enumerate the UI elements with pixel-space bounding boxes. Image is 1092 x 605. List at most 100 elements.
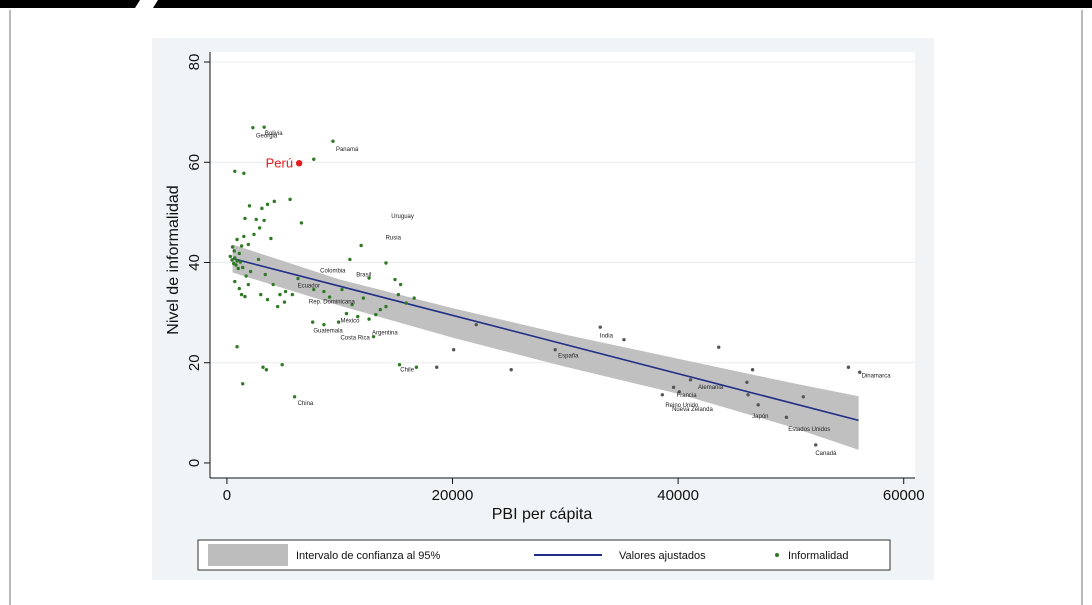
- data-point-101: [784, 415, 789, 420]
- highlight-label-peru: Perú: [266, 155, 293, 170]
- data-point-90: [598, 325, 602, 329]
- data-point-92: [717, 345, 721, 349]
- x-axis-title: PBI per cápita: [492, 506, 593, 523]
- data-point-10: [241, 265, 245, 270]
- point-label-3: Uruguay: [391, 214, 414, 220]
- data-point-82: [371, 334, 376, 339]
- x-tick-label-2: 40000: [657, 487, 699, 504]
- top-bar: [0, 0, 1092, 8]
- data-point-95: [660, 393, 665, 397]
- data-point-6: [236, 266, 240, 271]
- point-label-16: España: [558, 354, 579, 360]
- data-point-31: [265, 202, 270, 207]
- data-point-12: [235, 237, 239, 242]
- legend-label-band: Intervalo de confianza al 95%: [296, 550, 441, 562]
- data-point-21: [239, 244, 244, 248]
- data-point-7: [232, 249, 236, 253]
- data-point-88: [509, 368, 513, 372]
- data-point-96: [677, 390, 681, 394]
- y-tick-label-1: 20: [186, 354, 203, 371]
- data-point-64: [393, 277, 397, 282]
- data-point-84: [414, 365, 419, 369]
- data-point-97: [745, 380, 749, 384]
- data-point-26: [269, 236, 273, 241]
- y-axis-title: Nivel de informalidad: [165, 185, 182, 334]
- data-point-60: [412, 296, 416, 300]
- data-point-29: [247, 204, 252, 208]
- point-label-5: Colombia: [320, 268, 346, 274]
- data-point-17: [243, 294, 247, 299]
- data-point-89: [553, 347, 557, 352]
- data-point-0: [228, 254, 233, 259]
- point-label-6: Brasil: [356, 273, 371, 279]
- data-point-4: [234, 263, 238, 267]
- point-label-10: Guatemala: [313, 329, 343, 335]
- data-point-71: [312, 157, 316, 161]
- data-point-80: [322, 322, 326, 327]
- x-tick-label-1: 20000: [432, 487, 474, 504]
- data-point-65: [398, 282, 403, 287]
- data-point-59: [404, 301, 408, 305]
- data-point-43: [265, 297, 270, 302]
- data-point-66: [367, 276, 371, 280]
- x-tick-label-3: 60000: [883, 487, 925, 504]
- data-point-70: [262, 125, 266, 129]
- data-point-9: [238, 260, 243, 264]
- data-point-98: [750, 368, 755, 372]
- data-point-50: [350, 302, 354, 307]
- data-point-27: [254, 217, 258, 222]
- data-point-73: [235, 344, 239, 349]
- legend-label-points: Informalidad: [788, 550, 849, 562]
- point-label-17: Alemania: [698, 385, 724, 391]
- data-point-44: [275, 304, 280, 309]
- data-point-100: [756, 403, 760, 407]
- data-point-19: [244, 274, 248, 278]
- data-point-103: [814, 443, 818, 447]
- legend: Intervalo de confianza al 95% Valores aj…: [197, 539, 891, 571]
- point-label-24: Canadá: [815, 451, 837, 457]
- y-tick-label-0: 0: [186, 459, 203, 467]
- data-point-105: [858, 370, 862, 374]
- data-point-85: [435, 365, 439, 369]
- data-point-16: [239, 292, 244, 297]
- top-bar-right-segment: [153, 0, 1092, 8]
- data-point-91: [622, 337, 626, 342]
- data-point-34: [299, 221, 304, 225]
- point-label-18: Francia: [677, 393, 698, 399]
- point-label-2: Panamá: [336, 147, 359, 153]
- legend-band-swatch: [208, 544, 288, 566]
- data-point-48: [327, 295, 332, 299]
- data-point-33: [288, 197, 292, 202]
- data-point-5: [235, 259, 239, 263]
- y-tick-label-4: 80: [186, 54, 203, 71]
- data-point-83: [397, 363, 402, 367]
- data-point-74: [241, 382, 245, 386]
- x-tick-label-0: 0: [223, 487, 231, 504]
- data-point-63: [384, 261, 388, 265]
- point-label-19: Reino Unido: [665, 403, 699, 409]
- data-point-11: [230, 245, 235, 249]
- point-label-22: Estados Unidos: [788, 427, 830, 433]
- data-point-32: [272, 199, 276, 204]
- data-point-14: [233, 279, 237, 284]
- data-point-35: [256, 257, 261, 262]
- data-points: [228, 125, 862, 447]
- data-point-47: [322, 289, 326, 294]
- data-point-56: [356, 314, 360, 319]
- data-point-41: [296, 276, 300, 281]
- data-point-8: [237, 251, 242, 256]
- data-point-46: [312, 287, 316, 292]
- point-label-12: Costa Rica: [340, 336, 370, 342]
- top-bar-shape: [0, 0, 1092, 8]
- data-point-45: [282, 300, 287, 304]
- data-point-72: [331, 139, 335, 143]
- data-point-104: [846, 365, 851, 369]
- data-point-13: [242, 234, 246, 239]
- point-label-15: India: [600, 334, 614, 340]
- content-frame: [9, 10, 1083, 605]
- y-tick-label-2: 40: [186, 254, 203, 271]
- data-point-77: [280, 363, 284, 367]
- data-point-49: [340, 287, 344, 292]
